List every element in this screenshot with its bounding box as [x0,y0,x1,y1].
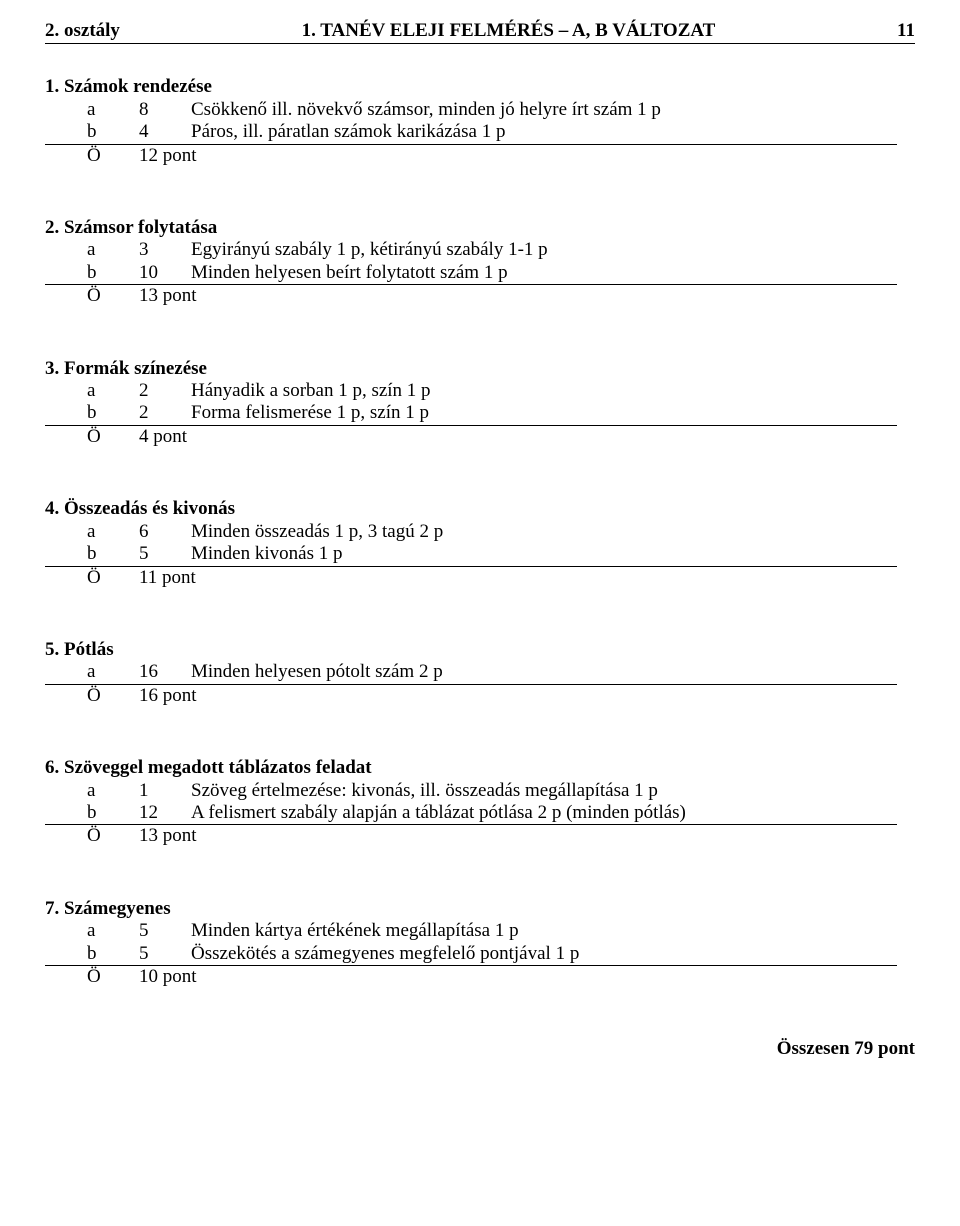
row-label: b [87,402,139,424]
row-label: a [87,920,139,942]
row-description: Összekötés a számegyenes megfelelő pontj… [191,943,897,965]
row-points: 6 [139,521,191,543]
section-sum-row: Ö13 pont [45,285,915,307]
row-description: Minden helyesen pótolt szám 2 p [191,661,897,683]
section-sum-row: Ö16 pont [45,685,915,707]
scoring-row: b5Minden kivonás 1 p [45,543,897,566]
scoring-row: b2Forma felismerése 1 p, szín 1 p [45,402,897,425]
row-description: Minden kivonás 1 p [191,543,897,565]
row-label: a [87,380,139,402]
section: 7. Számegyenesa5Minden kártya értékének … [45,898,915,989]
scoring-row: a16Minden helyesen pótolt szám 2 p [45,661,897,684]
row-description: Minden kártya értékének megállapítása 1 … [191,920,915,942]
section-sum-row: Ö4 pont [45,426,915,448]
row-description: Egyirányú szabály 1 p, kétirányú szabály… [191,239,915,261]
row-label: b [87,543,139,565]
section: 1. Számok rendezésea8Csökkenő ill. növek… [45,76,915,167]
sum-text: 11 pont [139,567,196,589]
row-label: a [87,99,139,121]
scoring-row: a6Minden összeadás 1 p, 3 tagú 2 p [45,521,915,543]
row-points: 16 [139,661,191,683]
section-sum-row: Ö12 pont [45,145,915,167]
row-description: Forma felismerése 1 p, szín 1 p [191,402,897,424]
row-label: a [87,521,139,543]
row-description: Minden összeadás 1 p, 3 tagú 2 p [191,521,915,543]
section: 5. Pótlása16Minden helyesen pótolt szám … [45,639,915,707]
section: 6. Szöveggel megadott táblázatos feladat… [45,757,915,848]
sum-label: Ö [87,825,139,847]
section-title: 5. Pótlás [45,639,915,661]
sum-text: 4 pont [139,426,187,448]
section: 4. Összeadás és kivonása6Minden összeadá… [45,498,915,589]
row-points: 10 [139,262,191,284]
sum-label: Ö [87,966,139,988]
section-title: 4. Összeadás és kivonás [45,498,915,520]
sum-text: 10 pont [139,966,197,988]
scoring-row: b4Páros, ill. páratlan számok karikázása… [45,121,897,144]
scoring-row: a1Szöveg értelmezése: kivonás, ill. össz… [45,780,915,802]
scoring-row: a2Hányadik a sorban 1 p, szín 1 p [45,380,915,402]
row-description: Páros, ill. páratlan számok karikázása 1… [191,121,897,143]
row-label: a [87,661,139,683]
section-title: 7. Számegyenes [45,898,915,920]
section-sum-row: Ö10 pont [45,966,915,988]
scoring-row: b5Összekötés a számegyenes megfelelő pon… [45,943,897,966]
section-title: 1. Számok rendezése [45,76,915,98]
section-title: 3. Formák színezése [45,358,915,380]
row-description: Minden helyesen beírt folytatott szám 1 … [191,262,897,284]
scoring-row: a5Minden kártya értékének megállapítása … [45,920,915,942]
sum-label: Ö [87,145,139,167]
row-points: 3 [139,239,191,261]
row-points: 12 [139,802,191,824]
row-label: b [87,802,139,824]
row-description: A felismert szabály alapján a táblázat p… [191,802,897,824]
header-left: 2. osztály [45,20,120,42]
row-points: 2 [139,402,191,424]
row-label: b [87,943,139,965]
sum-text: 12 pont [139,145,197,167]
row-points: 8 [139,99,191,121]
row-description: Csökkenő ill. növekvő számsor, minden jó… [191,99,915,121]
sum-text: 13 pont [139,825,197,847]
section: 3. Formák színezésea2Hányadik a sorban 1… [45,358,915,449]
row-label: a [87,239,139,261]
row-description: Hányadik a sorban 1 p, szín 1 p [191,380,915,402]
sum-label: Ö [87,567,139,589]
sum-text: 16 pont [139,685,197,707]
header-center: 1. TANÉV ELEJI FELMÉRÉS – A, B VÁLTOZAT [302,20,716,42]
row-label: b [87,121,139,143]
section: 2. Számsor folytatásaa3Egyirányú szabály… [45,217,915,308]
scoring-row: a8Csökkenő ill. növekvő számsor, minden … [45,99,915,121]
header-right: 11 [897,20,915,42]
scoring-row: b10Minden helyesen beírt folytatott szám… [45,262,897,285]
scoring-row: b12A felismert szabály alapján a tábláza… [45,802,897,825]
sum-label: Ö [87,285,139,307]
section-title: 2. Számsor folytatása [45,217,915,239]
row-label: b [87,262,139,284]
row-points: 2 [139,380,191,402]
section-sum-row: Ö11 pont [45,567,915,589]
row-points: 5 [139,943,191,965]
row-points: 5 [139,543,191,565]
row-points: 1 [139,780,191,802]
row-points: 4 [139,121,191,143]
row-description: Szöveg értelmezése: kivonás, ill. összea… [191,780,915,802]
scoring-row: a3Egyirányú szabály 1 p, kétirányú szabá… [45,239,915,261]
page-header: 2. osztály 1. TANÉV ELEJI FELMÉRÉS – A, … [45,20,915,44]
section-title: 6. Szöveggel megadott táblázatos feladat [45,757,915,779]
sum-text: 13 pont [139,285,197,307]
sum-label: Ö [87,685,139,707]
row-label: a [87,780,139,802]
grand-total: Összesen 79 pont [45,1038,915,1060]
section-sum-row: Ö13 pont [45,825,915,847]
sum-label: Ö [87,426,139,448]
row-points: 5 [139,920,191,942]
